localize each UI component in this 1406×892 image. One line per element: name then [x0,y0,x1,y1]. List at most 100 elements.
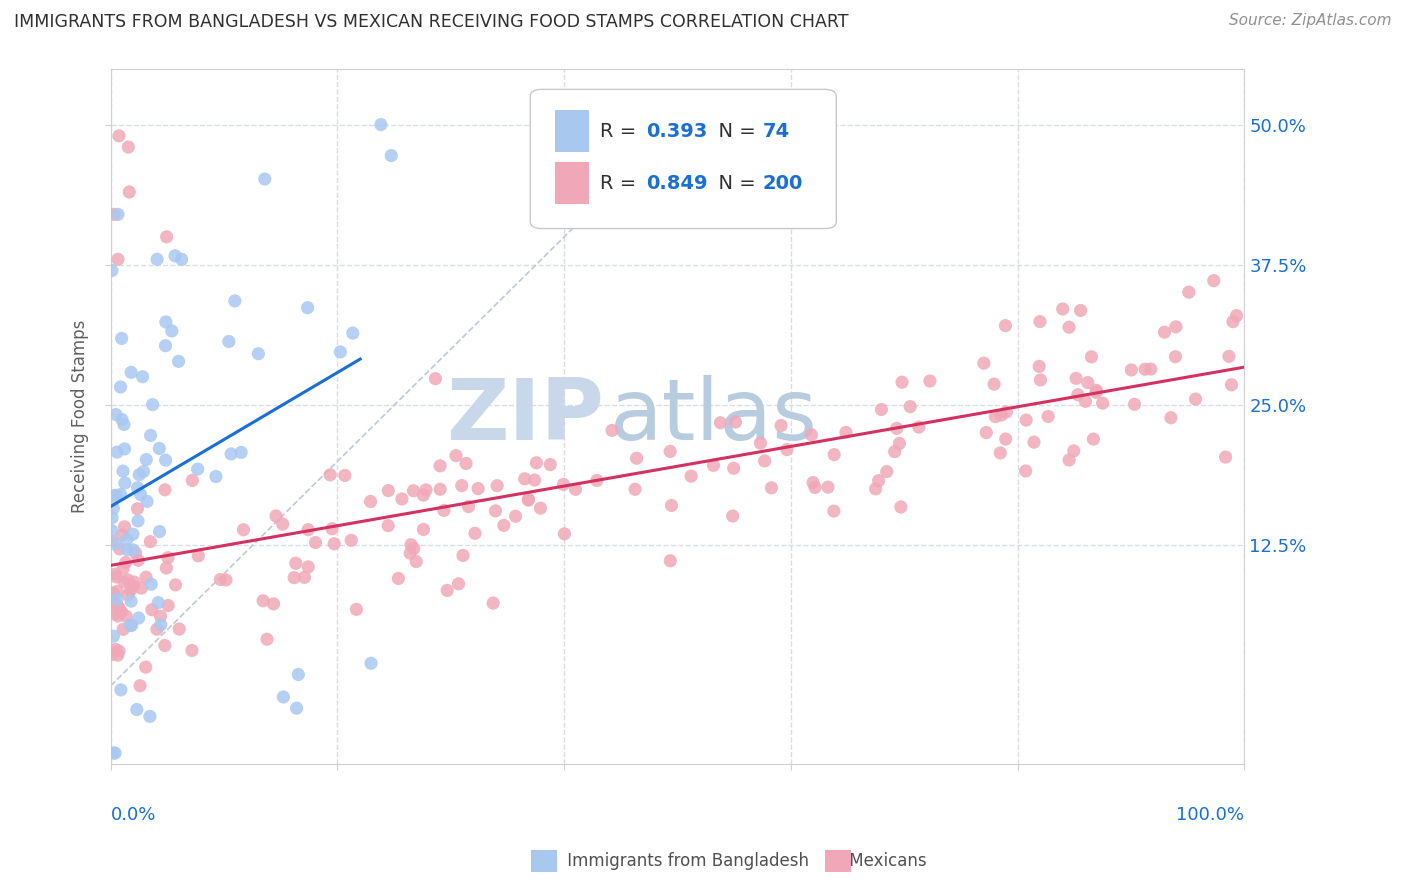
Point [342,326,364,340]
Point [1139,362,1161,376]
Point [626,451,648,466]
Point [141,577,163,591]
Point [283,571,305,585]
Text: N =: N = [706,121,762,141]
Point [377,483,399,498]
Text: Mexicans: Mexicans [844,852,927,870]
Point [103,746,125,760]
Point [1220,377,1243,392]
Text: atlas: atlas [610,375,817,458]
Point [817,480,839,494]
Point [800,427,823,442]
Point [129,487,152,501]
Point [444,449,467,463]
Point [425,372,447,386]
Text: R =: R = [600,174,643,193]
Point [153,483,176,497]
Point [160,324,183,338]
Point [1215,450,1237,464]
Point [898,400,921,414]
Point [122,574,145,589]
Point [1038,409,1060,424]
Point [984,409,1007,424]
Point [104,408,127,422]
Point [105,592,128,607]
Point [103,489,125,503]
Point [1226,309,1249,323]
Point [517,492,540,507]
Point [139,534,162,549]
Text: 0.0%: 0.0% [111,806,156,824]
Point [360,657,382,671]
Point [870,402,893,417]
Point [405,555,427,569]
Point [215,573,238,587]
Point [103,501,125,516]
Point [107,609,129,624]
Point [110,487,132,501]
Point [120,594,142,608]
Y-axis label: Receiving Food Stamps: Receiving Food Stamps [72,319,89,513]
Point [104,537,127,551]
Point [253,172,276,186]
Point [165,249,187,263]
Point [1160,410,1182,425]
Point [247,347,270,361]
Point [886,421,908,435]
Point [564,483,586,497]
Point [101,263,124,277]
Point [187,462,209,476]
Point [1067,388,1090,402]
Point [107,207,129,221]
Point [1015,413,1038,427]
Point [108,644,131,658]
Point [156,550,179,565]
Point [146,252,169,267]
Point [252,594,274,608]
Point [112,561,135,575]
Point [823,504,845,518]
Point [412,488,434,502]
Point [135,452,157,467]
Point [391,491,413,506]
Point [148,596,170,610]
Point [297,523,319,537]
Point [285,701,308,715]
Point [1074,394,1097,409]
Point [121,618,143,632]
Point [111,605,134,619]
Point [105,584,128,599]
Point [380,148,402,162]
Point [387,572,409,586]
Point [1083,432,1105,446]
Point [990,408,1012,422]
Point [890,500,912,514]
Point [1057,453,1080,467]
Point [103,629,125,643]
Point [436,583,458,598]
Point [1218,350,1240,364]
Point [117,542,139,557]
Point [155,315,177,329]
Point [876,465,898,479]
Point [118,185,141,199]
Point [112,417,135,432]
Point [1070,303,1092,318]
Point [526,456,548,470]
Point [721,509,744,524]
Point [823,448,845,462]
Point [1121,363,1143,377]
Point [323,537,346,551]
Point [661,499,683,513]
Point [429,458,451,473]
Point [586,474,609,488]
Point [111,331,134,345]
Point [399,546,422,560]
Point [1052,301,1074,316]
Point [139,709,162,723]
FancyBboxPatch shape [555,162,589,204]
Point [107,601,129,615]
Point [114,520,136,534]
Point [457,500,479,514]
Point [103,586,125,600]
